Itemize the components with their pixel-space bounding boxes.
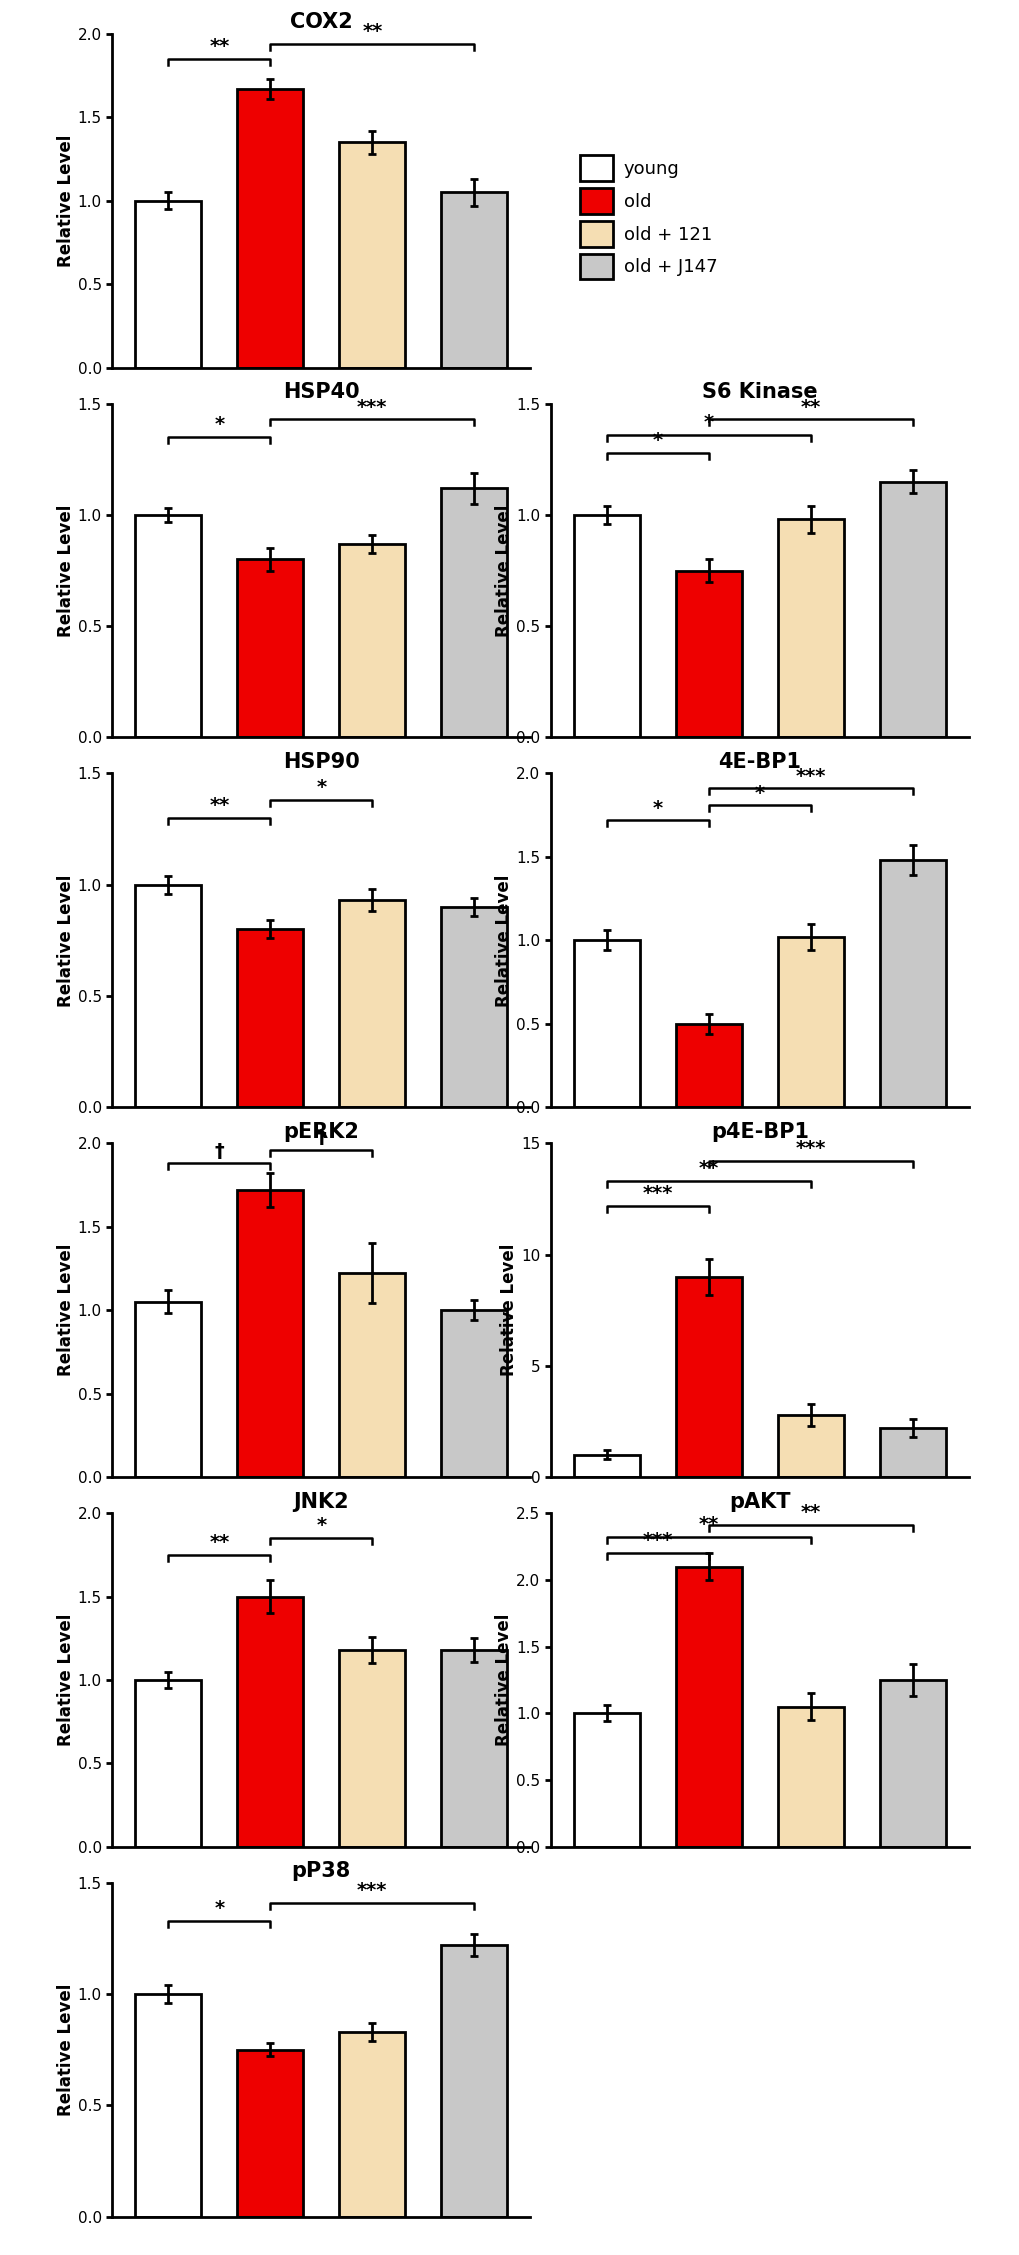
Y-axis label: Relative Level: Relative Level	[495, 505, 513, 636]
Bar	[574, 1714, 640, 1847]
Text: ***: ***	[795, 767, 825, 785]
Bar	[574, 514, 640, 737]
Bar	[339, 1651, 406, 1847]
Title: pERK2: pERK2	[283, 1121, 359, 1141]
Text: ***: ***	[642, 1531, 673, 1551]
Title: 4E-BP1: 4E-BP1	[717, 751, 801, 771]
Text: **: **	[698, 1515, 718, 1533]
Text: *: *	[214, 1899, 224, 1919]
Bar	[676, 1567, 742, 1847]
Bar	[441, 192, 507, 368]
Bar	[136, 884, 202, 1107]
Bar	[339, 2032, 406, 2217]
Text: **: **	[698, 1159, 718, 1179]
Bar	[237, 1597, 304, 1847]
Bar	[339, 900, 406, 1107]
Bar	[777, 938, 844, 1107]
Bar	[237, 929, 304, 1107]
Text: *: *	[214, 415, 224, 435]
Bar	[879, 1680, 946, 1847]
Text: **: **	[209, 36, 229, 56]
Text: ***: ***	[795, 1139, 825, 1159]
Bar	[136, 514, 202, 737]
Bar	[441, 907, 507, 1107]
Bar	[574, 1454, 640, 1477]
Y-axis label: Relative Level: Relative Level	[57, 505, 74, 636]
Legend: young, old, old + 121, old + J147: young, old, old + 121, old + J147	[580, 156, 716, 280]
Bar	[777, 519, 844, 737]
Text: **: **	[800, 397, 820, 417]
Text: ***: ***	[642, 1184, 673, 1202]
Text: †: †	[214, 1141, 224, 1161]
Title: S6 Kinase: S6 Kinase	[701, 381, 817, 401]
Bar	[777, 1414, 844, 1477]
Bar	[339, 142, 406, 368]
Title: HSP40: HSP40	[282, 381, 360, 401]
Title: pP38: pP38	[291, 1860, 351, 1881]
Text: ***: ***	[357, 1881, 387, 1901]
Bar	[441, 487, 507, 737]
Text: ***: ***	[357, 397, 387, 417]
Bar	[136, 201, 202, 368]
Text: *: *	[652, 431, 662, 451]
Y-axis label: Relative Level: Relative Level	[495, 1615, 513, 1745]
Text: *: *	[703, 413, 713, 433]
Bar	[339, 543, 406, 737]
Y-axis label: Relative Level: Relative Level	[57, 1984, 74, 2115]
Bar	[676, 571, 742, 737]
Bar	[879, 483, 946, 737]
Bar	[237, 559, 304, 737]
Bar	[574, 940, 640, 1107]
Y-axis label: Relative Level: Relative Level	[57, 1615, 74, 1745]
Text: *: *	[754, 782, 764, 803]
Bar	[237, 88, 304, 368]
Bar	[136, 1301, 202, 1477]
Title: pAKT: pAKT	[729, 1491, 790, 1511]
Text: *: *	[316, 1515, 326, 1536]
Y-axis label: Relative Level: Relative Level	[495, 875, 513, 1006]
Y-axis label: Relative Level: Relative Level	[57, 135, 74, 266]
Text: †: †	[316, 1128, 326, 1148]
Bar	[441, 1310, 507, 1477]
Bar	[777, 1707, 844, 1847]
Text: **: **	[362, 23, 382, 41]
Text: *: *	[652, 798, 662, 819]
Bar	[237, 2050, 304, 2217]
Text: **: **	[209, 796, 229, 816]
Y-axis label: Relative Level: Relative Level	[57, 1245, 74, 1376]
Bar	[879, 859, 946, 1107]
Y-axis label: Relative Level: Relative Level	[57, 875, 74, 1006]
Bar	[136, 1993, 202, 2217]
Bar	[441, 1946, 507, 2217]
Bar	[879, 1427, 946, 1477]
Bar	[136, 1680, 202, 1847]
Text: **: **	[800, 1504, 820, 1522]
Bar	[676, 1024, 742, 1107]
Bar	[676, 1276, 742, 1477]
Title: COX2: COX2	[289, 11, 353, 32]
Title: JNK2: JNK2	[293, 1491, 348, 1511]
Y-axis label: Relative Level: Relative Level	[500, 1245, 518, 1376]
Title: HSP90: HSP90	[282, 751, 360, 771]
Text: *: *	[316, 778, 326, 798]
Title: p4E-BP1: p4E-BP1	[710, 1121, 808, 1141]
Text: **: **	[209, 1533, 229, 1551]
Bar	[237, 1191, 304, 1477]
Bar	[441, 1651, 507, 1847]
Bar	[339, 1274, 406, 1477]
